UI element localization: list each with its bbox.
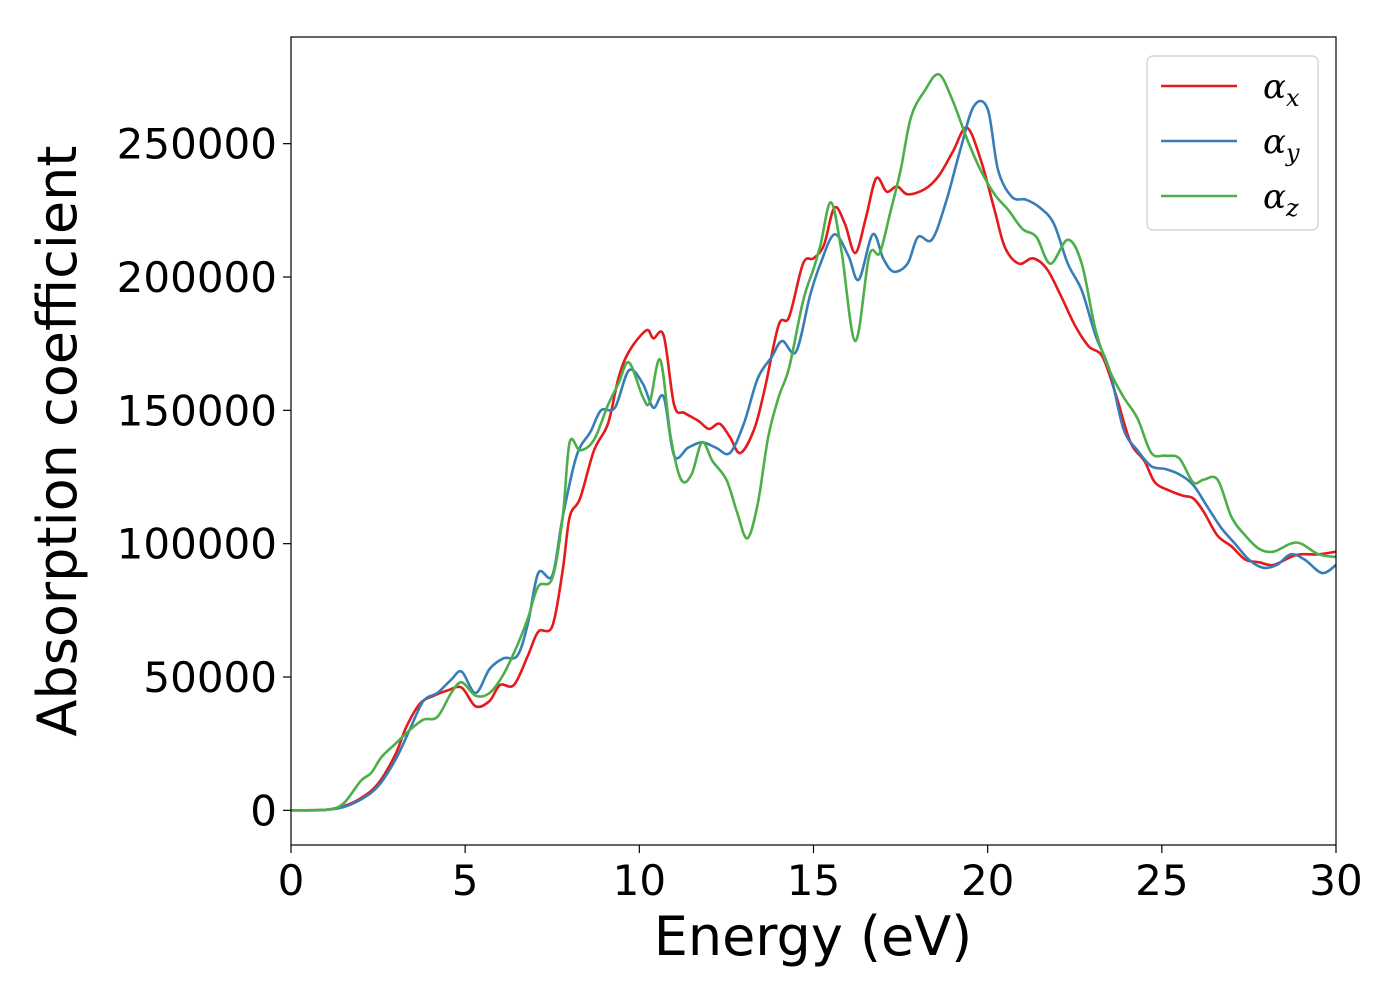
x-axis-title: Energy (eV) — [654, 905, 973, 968]
legend-label-subscript: z — [1285, 194, 1299, 222]
legend-label-subscript: y — [1285, 139, 1300, 167]
x-tick-label: 5 — [452, 856, 479, 905]
legend-box — [1146, 55, 1319, 231]
y-tick-label: 150000 — [117, 386, 277, 435]
x-tick-label: 10 — [613, 856, 666, 905]
y-tick-label: 250000 — [117, 120, 277, 169]
y-tick-label: 200000 — [117, 253, 277, 302]
x-tick-label: 20 — [961, 856, 1014, 905]
series-line-y — [291, 99, 1336, 812]
x-tick-label: 15 — [787, 856, 840, 905]
x-tick-label: 30 — [1309, 856, 1362, 905]
series-line-z — [291, 72, 1336, 812]
y-tick-label: 100000 — [117, 520, 277, 569]
x-axis-ticks: 0 5 10 15 20 25 30 — [278, 845, 1363, 905]
y-axis-ticks: 0 50000 100000 150000 200000 250000 — [117, 120, 291, 835]
y-tick-label: 0 — [250, 786, 277, 835]
x-tick-label: 25 — [1135, 856, 1188, 905]
series-line-x — [291, 126, 1336, 812]
legend-label-subscript: x — [1286, 84, 1300, 112]
x-tick-label: 0 — [278, 856, 305, 905]
plot-layer — [291, 72, 1336, 812]
y-axis-title: Absorption coefficient — [26, 146, 89, 737]
y-tick-label: 50000 — [143, 653, 277, 702]
